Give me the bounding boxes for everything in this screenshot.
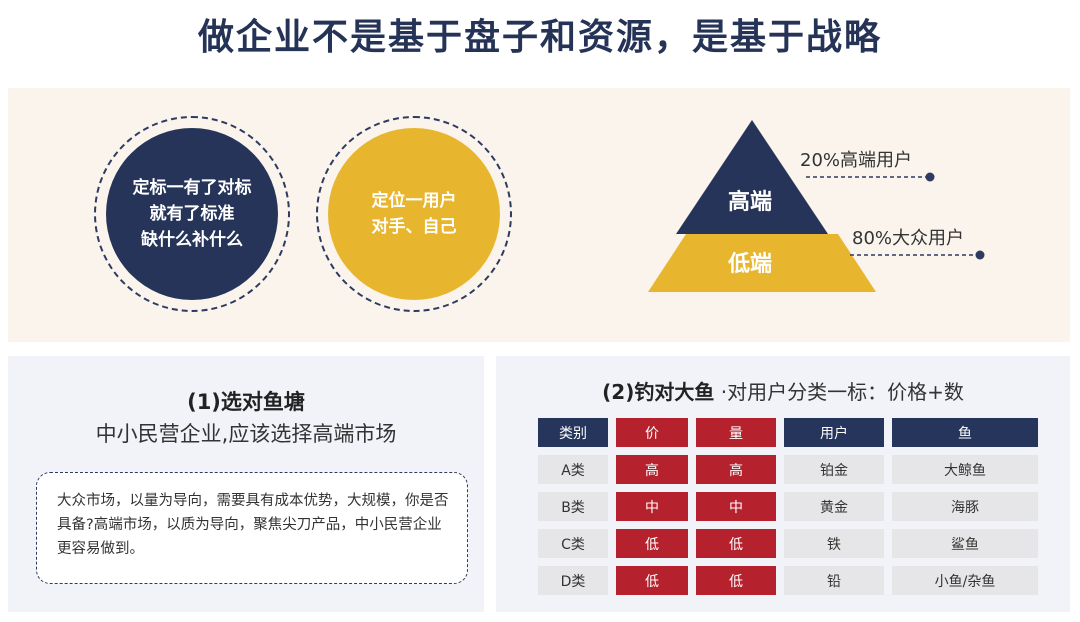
benchmark-circle: 定标一有了对标 就有了标准 缺什么补什么 <box>106 128 278 300</box>
table-cell: D类 <box>538 566 608 595</box>
benchmark-circle-ring <box>94 116 290 312</box>
table-cell: 高 <box>696 455 776 484</box>
benchmark-line-3: 缺什么补什么 <box>141 230 243 250</box>
big-fish-title-bold: (2)钓对大鱼 <box>602 380 715 404</box>
table-cell: 大鲸鱼 <box>892 455 1038 484</box>
table-cell: 中 <box>696 492 776 521</box>
table-header-fish: 鱼 <box>892 418 1038 447</box>
fishpond-section: (1)选对鱼塘 中小民营企业,应该选择高端市场 大众市场，以量为导向，需要具有成… <box>8 356 484 612</box>
fishpond-description: 大众市场，以量为导向，需要具有成本优势，大规模，你是否具备?高端市场，以质为导向… <box>36 472 468 584</box>
table-header-category: 类别 <box>538 418 608 447</box>
user-classification-table: 类别 价 量 用户 鱼 A类 高 高 铂金 大鲸鱼 B类 中 中 黄金 海豚 C… <box>538 418 1038 595</box>
fishpond-subtitle: 中小民营企业,应该选择高端市场 <box>95 422 397 446</box>
table-cell: C类 <box>538 529 608 558</box>
positioning-circle: 定位一用户 对手、自己 <box>328 128 500 300</box>
table-cell: 低 <box>616 529 688 558</box>
pyramid-top-note: 20%高端用户 <box>800 150 913 171</box>
pyramid-top-label: 高端 <box>728 190 773 215</box>
table-cell: 黄金 <box>784 492 884 521</box>
table-cell: 铂金 <box>784 455 884 484</box>
benchmark-line-1: 定标一有了对标 <box>132 178 252 198</box>
bottom-note-dot <box>975 250 985 260</box>
positioning-line-2: 对手、自己 <box>371 217 457 237</box>
table-header-price: 价 <box>616 418 688 447</box>
table-cell: 铁 <box>784 529 884 558</box>
pyramid-bottom-label: 低端 <box>728 252 773 277</box>
table-cell: A类 <box>538 455 608 484</box>
table-cell: 中 <box>616 492 688 521</box>
table-cell: 鲨鱼 <box>892 529 1038 558</box>
table-cell: B类 <box>538 492 608 521</box>
table-cell: 小鱼/杂鱼 <box>892 566 1038 595</box>
table-cell: 海豚 <box>892 492 1038 521</box>
positioning-line-1: 定位一用户 <box>371 191 457 211</box>
market-pyramid <box>648 120 985 292</box>
table-header-user: 用户 <box>784 418 884 447</box>
pyramid-bottom-note: 80%大众用户 <box>852 228 965 249</box>
benchmark-line-2: 就有了标准 <box>149 204 235 224</box>
pyramid-top <box>676 120 828 234</box>
table-cell: 高 <box>616 455 688 484</box>
table-header-volume: 量 <box>696 418 776 447</box>
big-fish-title: (2)钓对大鱼 ·对用户分类一标：价格+数 <box>496 376 1070 405</box>
table-cell: 低 <box>696 566 776 595</box>
big-fish-title-rest: ·对用户分类一标：价格+数 <box>720 380 964 404</box>
table-cell: 铅 <box>784 566 884 595</box>
pyramid-bottom <box>648 234 876 292</box>
big-fish-section: (2)钓对大鱼 ·对用户分类一标：价格+数 类别 价 量 用户 鱼 A类 高 高… <box>496 356 1070 612</box>
table-cell: 低 <box>616 566 688 595</box>
positioning-circle-ring <box>316 116 512 312</box>
table-cell: 低 <box>696 529 776 558</box>
fishpond-title: (1)选对鱼塘 <box>187 390 305 414</box>
page-title: 做企业不是基于盘子和资源，是基于战略 <box>197 17 882 58</box>
top-note-dot <box>925 172 935 182</box>
